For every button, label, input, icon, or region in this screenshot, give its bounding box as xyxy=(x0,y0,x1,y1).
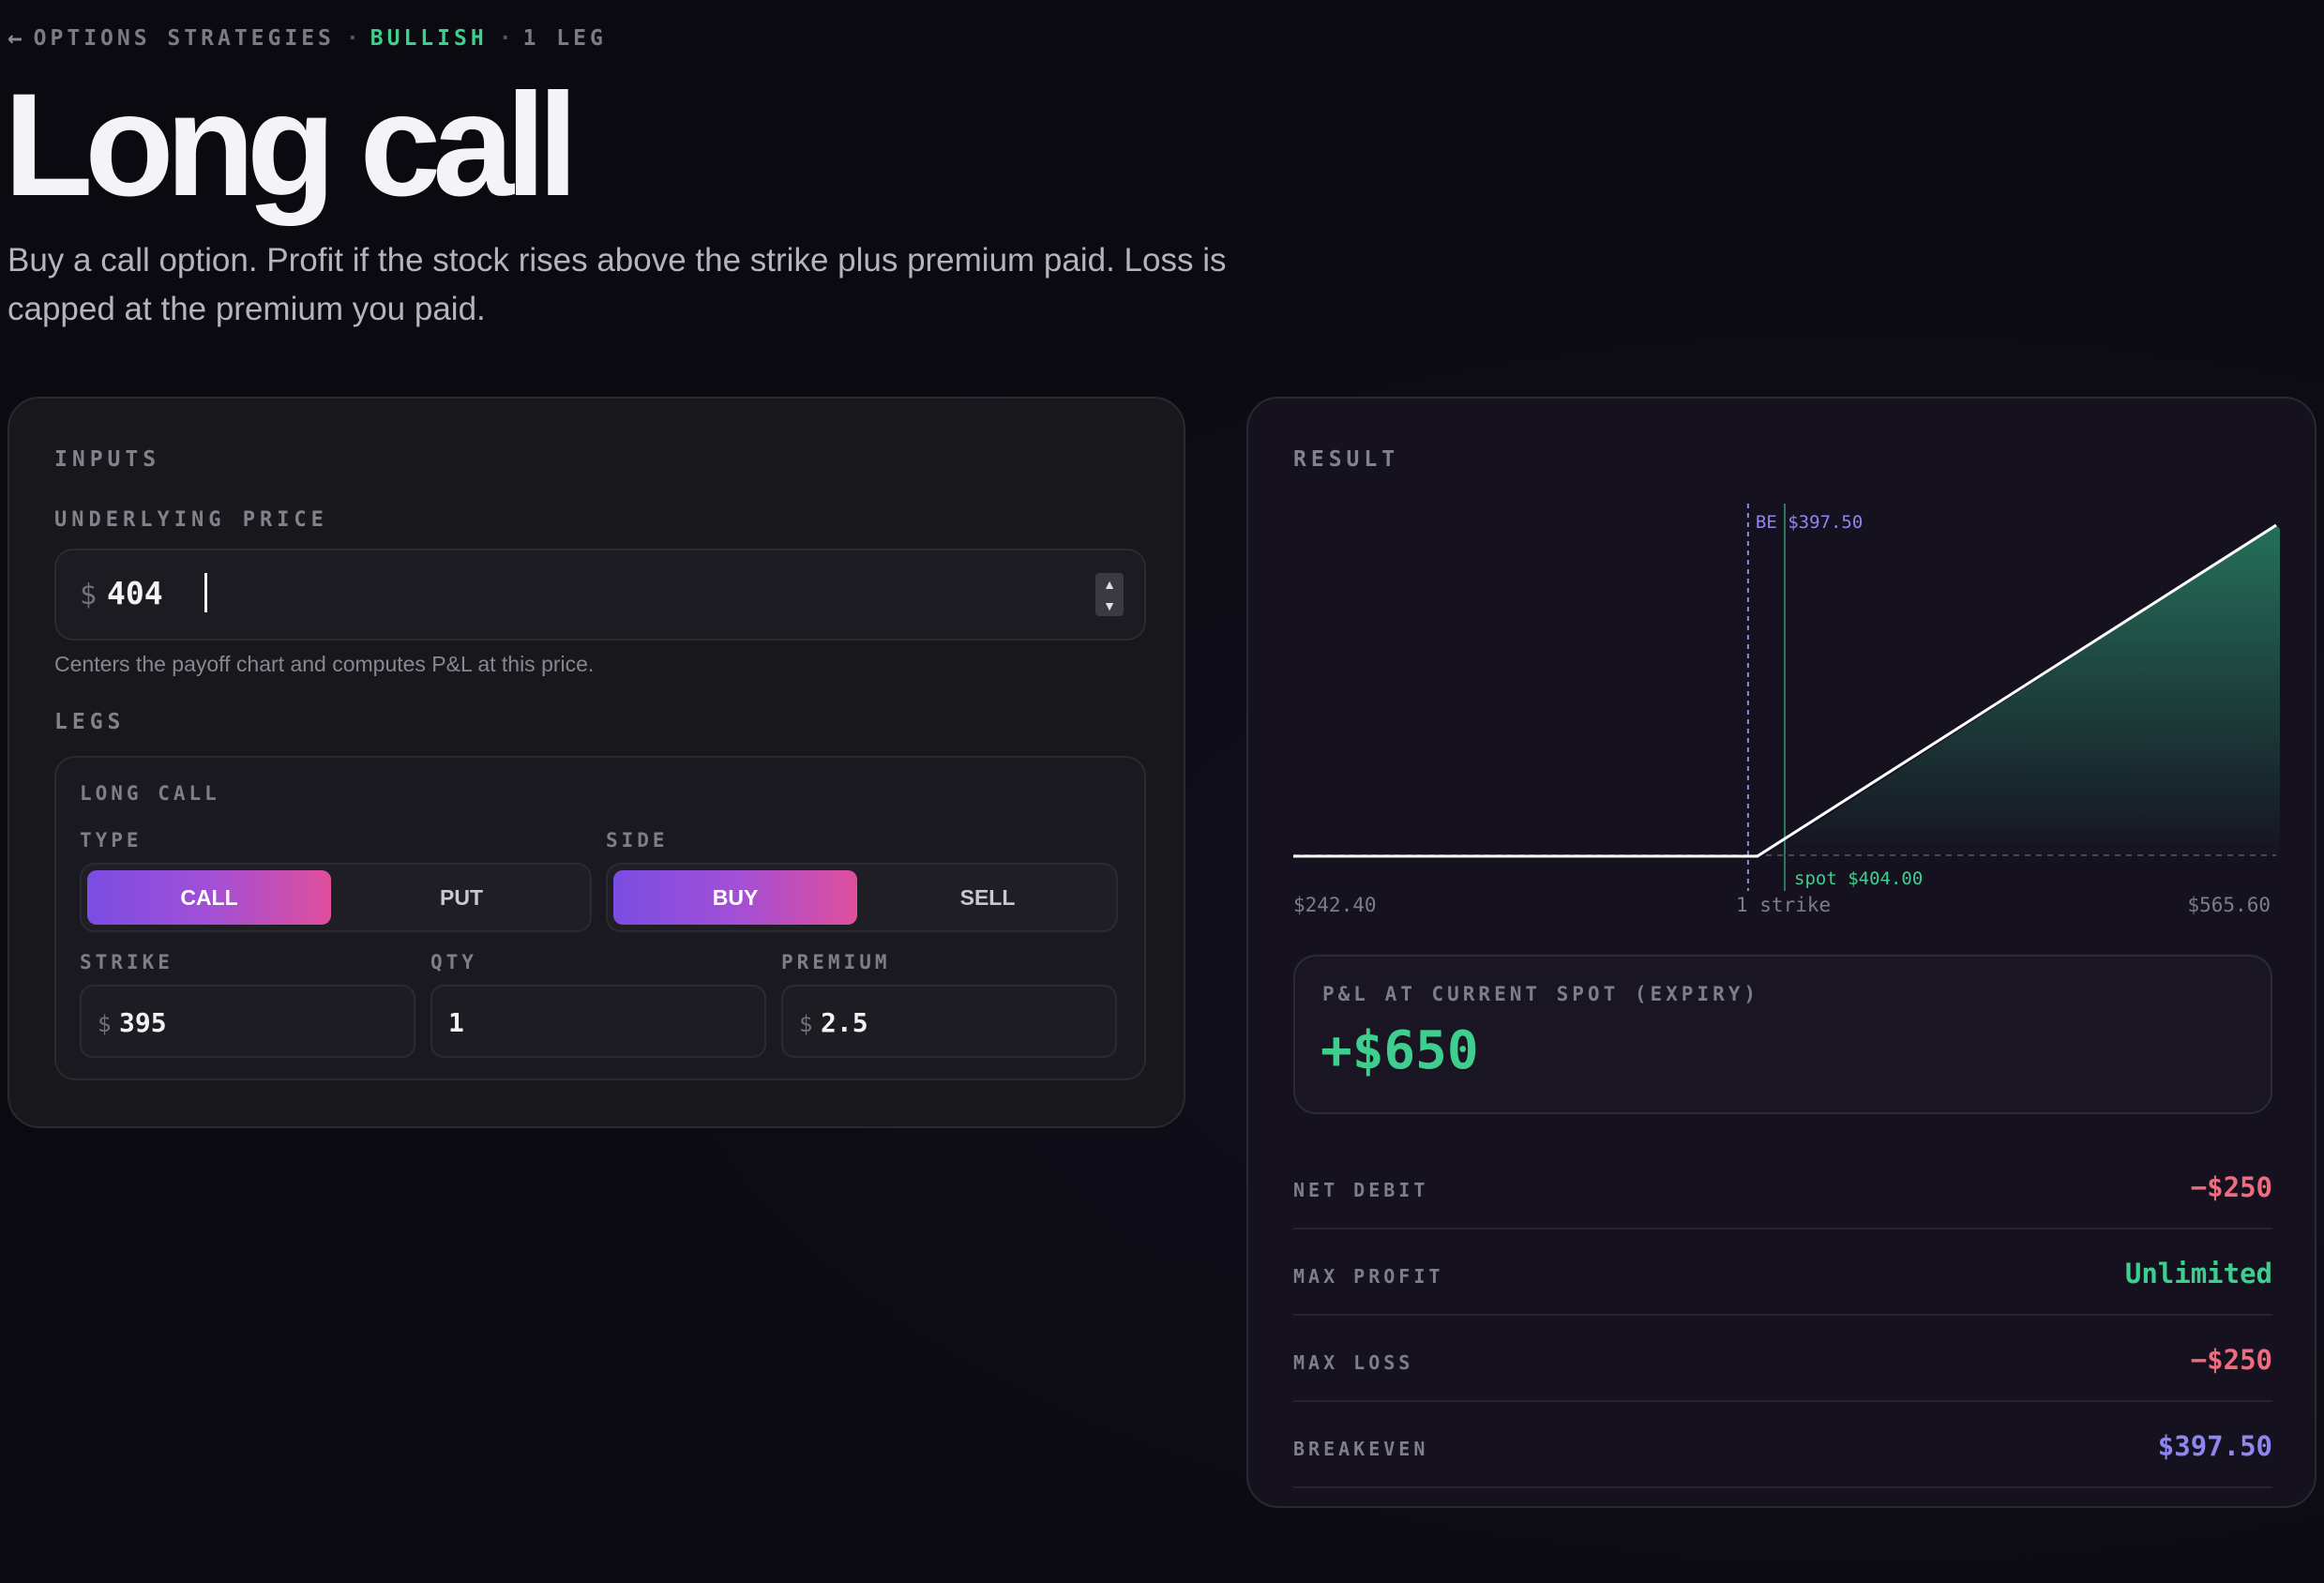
spinner-up-icon[interactable]: ▲ xyxy=(1103,576,1116,592)
page-subtitle: Buy a call option. Profit if the stock r… xyxy=(8,242,1227,327)
arrow-left-icon[interactable]: ← xyxy=(8,24,23,53)
stat-key: NET DEBIT xyxy=(1293,1179,1429,1201)
payoff-line xyxy=(1293,523,2277,858)
spinner-down-icon[interactable]: ▼ xyxy=(1103,597,1116,613)
strike-input[interactable]: $ 395 xyxy=(80,985,415,1058)
premium-label: PREMIUM xyxy=(781,951,891,973)
type-option-put[interactable]: PUT xyxy=(440,884,483,910)
type-toggle[interactable]: CALL PUT xyxy=(80,863,592,932)
qty-value[interactable]: 1 xyxy=(448,1007,464,1038)
currency-prefix: $ xyxy=(799,1011,813,1037)
breadcrumb: ← OPTIONS STRATEGIES · BULLISH · 1 LEG xyxy=(8,24,607,53)
underlying-price-label: UNDERLYING PRICE xyxy=(54,508,328,532)
pl-label: P&L AT CURRENT SPOT (EXPIRY) xyxy=(1322,983,1760,1005)
page-title: Long call xyxy=(4,64,579,227)
result-panel: RESULT BE $397.50 spot $404.00 $242.40 1 … xyxy=(1246,397,2316,1508)
strike-label: STRIKE xyxy=(80,951,174,973)
number-spinner[interactable]: ▲ ▼ xyxy=(1095,573,1124,616)
pl-current-spot-box: P&L AT CURRENT SPOT (EXPIRY) +$650 xyxy=(1293,955,2272,1114)
side-option-buy[interactable]: BUY xyxy=(613,870,857,925)
inputs-panel: INPUTS UNDERLYING PRICE $ 404 ▲ ▼ Center… xyxy=(8,397,1185,1128)
stat-key: MAX LOSS xyxy=(1293,1351,1414,1374)
currency-prefix: $ xyxy=(98,1011,112,1037)
legs-section-label: LEGS xyxy=(54,710,126,734)
stat-max-profit: MAX PROFIT Unlimited xyxy=(1293,1229,2272,1316)
currency-prefix: $ xyxy=(80,579,98,611)
leg-name: LONG CALL xyxy=(80,782,220,805)
breakeven-label: BE $397.50 xyxy=(1756,512,1863,533)
profit-area xyxy=(1764,525,2280,856)
qty-input[interactable]: 1 xyxy=(430,985,766,1058)
breadcrumb-category[interactable]: OPTIONS STRATEGIES xyxy=(33,26,335,51)
result-section-label: RESULT xyxy=(1293,447,1400,472)
stat-value: −$250 xyxy=(2190,1171,2272,1203)
stat-value: $397.50 xyxy=(2157,1430,2272,1462)
qty-label: QTY xyxy=(430,951,477,973)
strike-value[interactable]: 395 xyxy=(119,1007,167,1038)
stat-key: MAX PROFIT xyxy=(1293,1265,1444,1288)
stat-value: Unlimited xyxy=(2124,1258,2272,1289)
spot-label: spot $404.00 xyxy=(1794,868,1923,889)
stat-net-debit: NET DEBIT −$250 xyxy=(1293,1143,2272,1229)
stat-value: −$250 xyxy=(2190,1344,2272,1376)
x-min-label: $242.40 xyxy=(1293,894,1377,916)
stat-breakeven: BREAKEVEN $397.50 xyxy=(1293,1402,2272,1488)
payoff-chart: BE $397.50 spot $404.00 xyxy=(1293,504,2280,891)
premium-input[interactable]: $ 2.5 xyxy=(781,985,1117,1058)
leg-card: LONG CALL TYPE CALL PUT SIDE BUY SELL ST… xyxy=(54,756,1146,1080)
underlying-price-value[interactable]: 404 xyxy=(107,575,163,611)
type-label: TYPE xyxy=(80,829,143,852)
breadcrumb-separator: · xyxy=(345,26,359,51)
text-caret xyxy=(204,573,207,612)
side-toggle[interactable]: BUY SELL xyxy=(606,863,1118,932)
underlying-price-input[interactable]: $ 404 ▲ ▼ xyxy=(54,549,1146,641)
premium-value[interactable]: 2.5 xyxy=(821,1007,868,1038)
stat-key: BREAKEVEN xyxy=(1293,1438,1429,1460)
side-option-sell[interactable]: SELL xyxy=(959,884,1016,910)
side-label: SIDE xyxy=(606,829,669,852)
pl-value: +$650 xyxy=(1320,1020,1479,1081)
type-option-call[interactable]: CALL xyxy=(87,870,331,925)
x-mid-label: 1 strike xyxy=(1736,894,1832,916)
leg-count: 1 LEG xyxy=(522,26,607,51)
inputs-section-label: INPUTS xyxy=(54,447,161,472)
underlying-helper-text: Centers the payoff chart and computes P&… xyxy=(54,652,595,676)
sentiment-badge: BULLISH xyxy=(370,26,488,51)
stat-max-loss: MAX LOSS −$250 xyxy=(1293,1316,2272,1402)
breadcrumb-separator: · xyxy=(498,26,512,51)
x-max-label: $565.60 xyxy=(2187,894,2271,916)
